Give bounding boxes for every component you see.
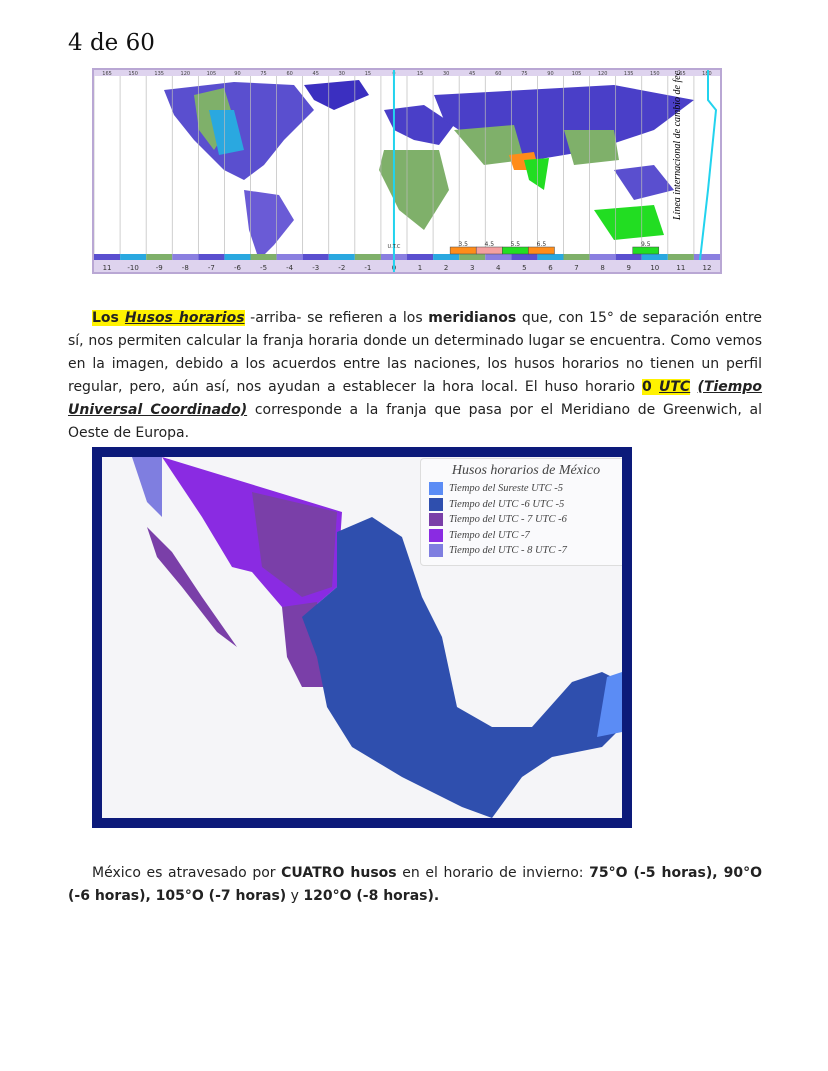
text: en el horario de invierno:: [396, 865, 590, 881]
longitude-label: 105: [572, 71, 582, 77]
mexico-map-graphic: [132, 457, 622, 818]
longitude-label: 150: [650, 71, 660, 77]
text: México es atravesado por: [92, 865, 282, 881]
utc-label: U.T.C: [388, 244, 401, 250]
text: y: [286, 888, 304, 904]
text: -arriba- se refieren a los: [244, 310, 429, 326]
longitude-label: 135: [154, 71, 164, 77]
legend-swatch: [429, 528, 443, 542]
longitude-label: 15: [417, 71, 423, 77]
half-hour-label: 9.5: [641, 241, 651, 248]
utc-offset-label: 11: [103, 264, 112, 272]
term-cuatro-husos: CUATRO husos: [281, 865, 397, 881]
legend-label: Tiempo del UTC - 8 UTC -7: [449, 545, 567, 557]
legend-item: Tiempo del UTC - 7 UTC -6: [429, 512, 622, 528]
longitude-label: 120: [598, 71, 608, 77]
utc-offset-label: 1: [418, 264, 422, 272]
legend-swatch: [429, 497, 443, 511]
longitude-label: 120: [181, 71, 191, 77]
longitude-label: 30: [443, 71, 449, 77]
utc-offset-label: -6: [234, 264, 242, 272]
meridian-120: 120°O (-8 horas).: [303, 888, 440, 904]
longitude-label: 90: [547, 71, 553, 77]
longitude-label: 45: [469, 71, 475, 77]
term-meridianos: meridianos: [428, 310, 517, 326]
page-counter: 4 de 60: [68, 30, 155, 56]
term-0: 0: [641, 379, 652, 395]
map-legend: Husos horarios de México Tiempo del Sure…: [420, 458, 622, 566]
longitude-label: 165: [676, 71, 686, 77]
utc-offset-label: -9: [156, 264, 163, 272]
legend-item: Tiempo del Sureste UTC -5: [429, 481, 622, 497]
longitude-label: 135: [624, 71, 634, 77]
half-hour-label: 4.5: [484, 241, 494, 248]
longitude-label: 15: [365, 71, 371, 77]
utc-offset-label: 2: [444, 264, 448, 272]
utc-offset-label: 11: [676, 264, 685, 272]
utc-offset-label: 12: [702, 264, 711, 272]
legend-label: Tiempo del UTC -6 UTC -5: [449, 498, 565, 510]
half-hour-label: 3.5: [458, 241, 468, 248]
utc-offset-label: -1: [364, 264, 371, 272]
longitude-label: 45: [313, 71, 319, 77]
legend-swatch: [429, 513, 443, 527]
longitude-label: 60: [495, 71, 501, 77]
legend-swatch: [429, 544, 443, 558]
date-line-label: Línea internacional de cambio de fecha: [672, 70, 683, 221]
longitude-label: 60: [286, 71, 292, 77]
text: que, con 15° de separación entre sí, nos…: [68, 310, 762, 395]
utc-offset-label: -10: [127, 264, 138, 272]
legend-item: Tiempo del UTC -6 UTC -5: [429, 497, 622, 513]
text: corresponde a la franja que pasa por el …: [68, 402, 762, 441]
utc-offset-label: -5: [260, 264, 267, 272]
half-hour-label: 5.5: [511, 241, 521, 248]
utc-offset-label: 8: [600, 264, 604, 272]
longitude-label: 105: [207, 71, 217, 77]
utc-offset-label: 3: [470, 264, 474, 272]
utc-offset-label: -3: [312, 264, 319, 272]
utc-offset-label: -8: [182, 264, 189, 272]
legend-label: Tiempo del Sureste UTC -5: [449, 483, 563, 495]
term-utc: UTC: [659, 379, 691, 395]
legend-item: Tiempo del UTC - 8 UTC -7: [429, 543, 622, 559]
hl-los: Los: [92, 310, 119, 326]
longitude-label: 30: [339, 71, 345, 77]
legend-title: Husos horarios de México: [451, 463, 601, 478]
utc-offset-label: -2: [338, 264, 345, 272]
term-utc-full: (Tiempo Universal Coordinado): [68, 379, 763, 418]
longitude-label: 165: [102, 71, 112, 77]
utc-offset-label: 10: [650, 264, 659, 272]
utc-offset-label: 7: [574, 264, 578, 272]
utc-offset-label: 4: [496, 264, 501, 272]
longitude-label: 75: [521, 71, 527, 77]
utc-offset-label: 5: [522, 264, 526, 272]
longitude-label: 90: [234, 71, 240, 77]
utc-offset-label: 6: [548, 264, 553, 272]
meridians-list: 75°O (-5 horas), 90°O (-6 horas), 105°O …: [68, 865, 762, 904]
world-map-graphic: 1651501351201059075604530150153045607590…: [93, 61, 720, 272]
paragraph-husos: Los Husos horarios -arriba- se refieren …: [68, 307, 762, 445]
paragraph-mexico: México es atravesado por CUATRO husos en…: [68, 862, 762, 908]
longitude-label: 180: [702, 71, 712, 77]
utc-offset-label: 9: [626, 264, 630, 272]
half-hour-label: 6.5: [537, 241, 547, 248]
utc-offset-label: -7: [208, 264, 215, 272]
legend-label: Tiempo del UTC -7: [449, 529, 530, 541]
utc-offset-label: -4: [286, 264, 294, 272]
legend-label: Tiempo del UTC - 7 UTC -6: [449, 514, 567, 526]
world-time-zones-map: 1651501351201059075604530150153045607590…: [92, 61, 722, 274]
legend-swatch: [429, 482, 443, 496]
longitude-label: 75: [260, 71, 266, 77]
continents: [164, 80, 694, 260]
term-husos-horarios: Husos horarios: [124, 310, 245, 326]
mexico-time-zones-map: Husos horarios de México Tiempo del Sure…: [92, 447, 632, 828]
legend-item: Tiempo del UTC -7: [429, 528, 622, 544]
longitude-label: 150: [128, 71, 138, 77]
